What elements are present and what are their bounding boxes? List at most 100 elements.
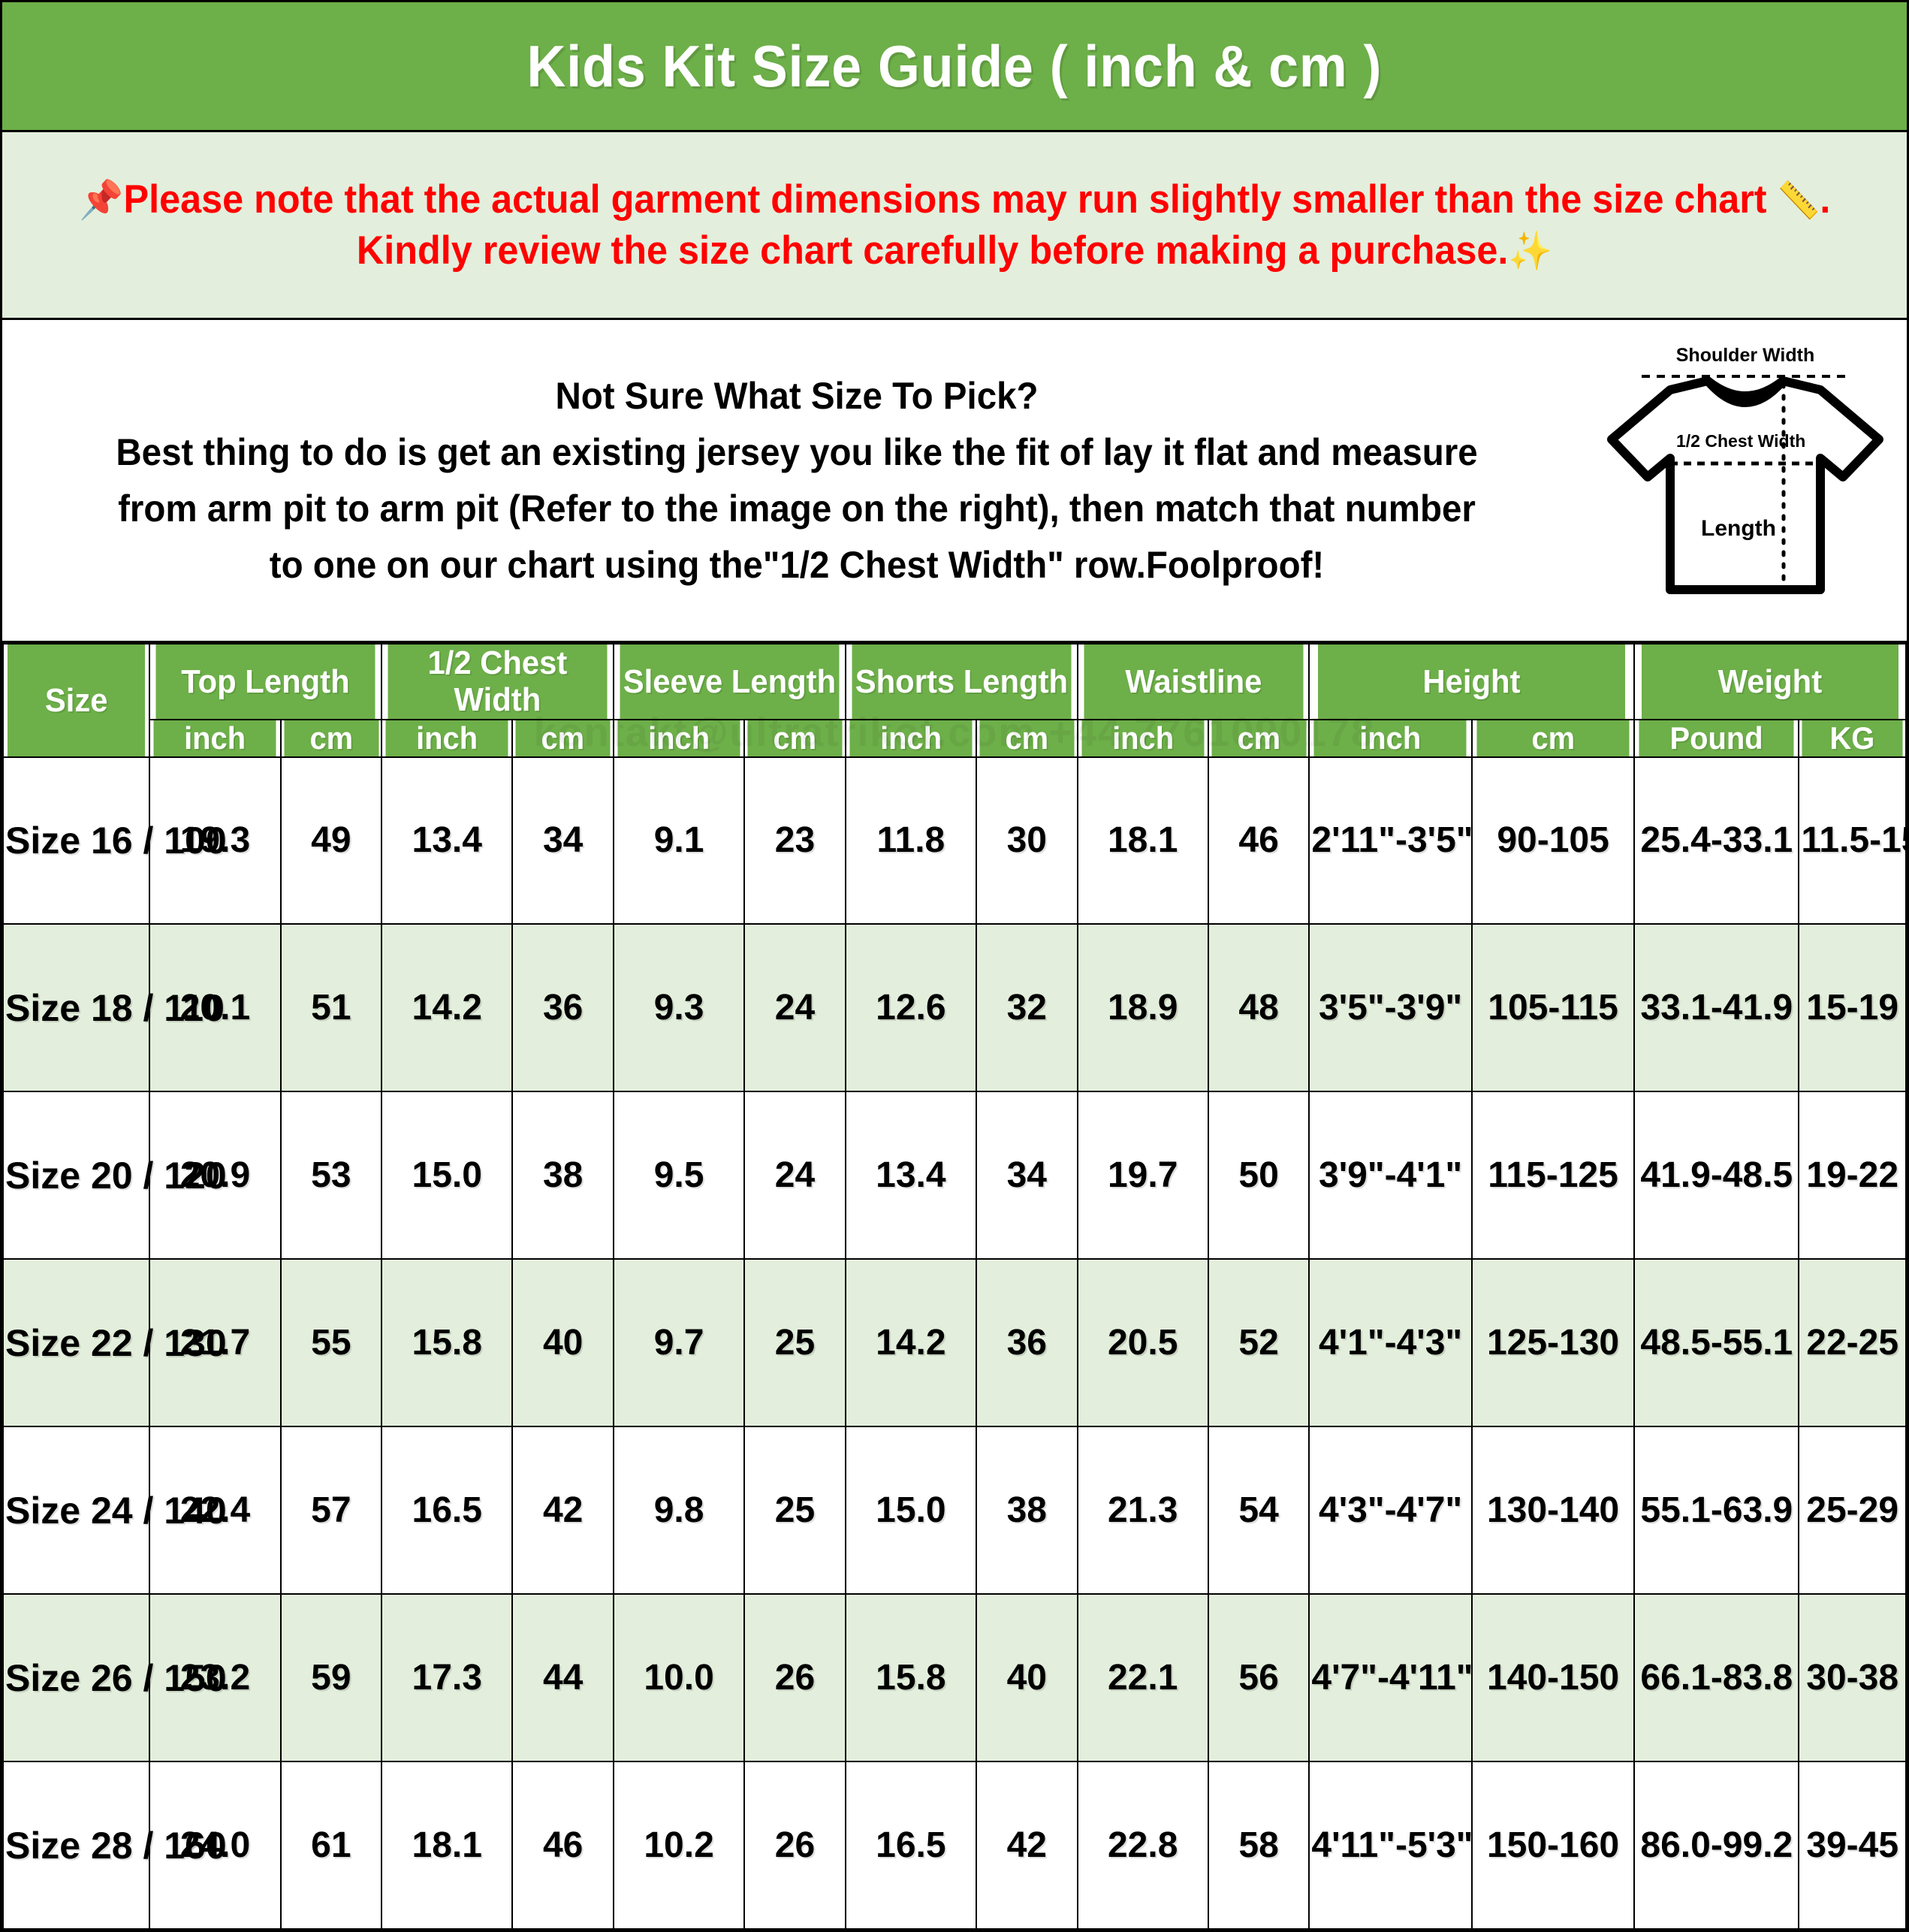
cell-top-length-inch: 20.1 bbox=[149, 923, 282, 1093]
cell-sleeve-inch: 10.2 bbox=[612, 1761, 746, 1930]
cell-shorts-cm: 30 bbox=[975, 756, 1078, 925]
cell-sleeve-cm: 25 bbox=[743, 1426, 846, 1595]
cell-size: Size 20 / 120 bbox=[2, 1091, 227, 1260]
cell-height-inch: 2'11"-3'5" bbox=[1308, 756, 1473, 925]
cell-chest-inch: 14.2 bbox=[381, 923, 514, 1093]
table-row: Size 22 / 130 21.7 55 15.8 40 9.7 25 14.2 36 20.5… bbox=[2, 1258, 1907, 1428]
header-top-length: Top Length bbox=[155, 643, 377, 720]
cell-top-length-cm: 57 bbox=[279, 1426, 383, 1595]
cell-waist-cm: 56 bbox=[1207, 1593, 1310, 1763]
cell-sleeve-inch: 9.8 bbox=[612, 1426, 746, 1595]
cell-top-length-cm: 53 bbox=[279, 1091, 383, 1260]
intro-line-1: Best thing to do is get an existing jers… bbox=[116, 430, 1478, 473]
header-group-row: Size Top Length 1/2 Chest Width Sleeve L… bbox=[3, 643, 1906, 758]
sparkles-icon: ✨ bbox=[1508, 229, 1553, 272]
note-line-2-text: Kindly review the size chart carefully b… bbox=[356, 228, 1509, 273]
unit-chest-inch: inch bbox=[384, 718, 510, 758]
cell-shorts-cm: 40 bbox=[975, 1593, 1078, 1763]
cell-shorts-inch: 12.6 bbox=[844, 923, 977, 1093]
unit-top-length-inch: inch bbox=[152, 718, 279, 758]
cell-waist-inch: 21.3 bbox=[1076, 1426, 1209, 1595]
unit-waist-inch: inch bbox=[1079, 718, 1206, 758]
svg-text:1/2 Chest Width: 1/2 Chest Width bbox=[1676, 431, 1805, 451]
cell-shorts-cm: 34 bbox=[975, 1091, 1078, 1260]
cell-chest-cm: 36 bbox=[511, 923, 614, 1093]
cell-weight-kg: 25-29 bbox=[1798, 1426, 1907, 1595]
cell-size: Size 26 / 150 bbox=[2, 1593, 227, 1763]
cell-sleeve-inch: 10.0 bbox=[612, 1593, 746, 1763]
cell-waist-inch: 20.5 bbox=[1076, 1258, 1209, 1428]
cell-waist-inch: 18.1 bbox=[1076, 756, 1209, 925]
cell-weight-pound: 25.4-33.1 bbox=[1633, 756, 1800, 925]
cell-size: Size 24 / 140 bbox=[2, 1426, 227, 1595]
intro-text-block: Not Sure What Size To Pick? Best thing t… bbox=[2, 368, 1584, 593]
table-row: Size 24 / 140 22.4 57 16.5 42 9.8 25 15.0 38 21.3… bbox=[2, 1426, 1907, 1595]
cell-sleeve-inch: 9.3 bbox=[612, 923, 746, 1093]
cell-waist-cm: 46 bbox=[1207, 756, 1310, 925]
cell-top-length-inch: 22.4 bbox=[149, 1426, 282, 1595]
header-shorts-length: Shorts Length bbox=[850, 643, 1072, 720]
cell-top-length-cm: 51 bbox=[279, 923, 383, 1093]
cell-sleeve-cm: 25 bbox=[743, 1258, 846, 1428]
cell-weight-pound: 86.0-99.2 bbox=[1633, 1761, 1800, 1930]
cell-shorts-inch: 15.0 bbox=[844, 1426, 977, 1595]
cell-weight-pound: 48.5-55.1 bbox=[1633, 1258, 1800, 1428]
cell-waist-cm: 48 bbox=[1207, 923, 1310, 1093]
cell-height-cm: 130-140 bbox=[1470, 1426, 1636, 1595]
cell-size: Size 22 / 130 bbox=[2, 1258, 227, 1428]
cell-top-length-cm: 59 bbox=[279, 1593, 383, 1763]
cell-top-length-inch: 21.7 bbox=[149, 1258, 282, 1428]
table-row: Size 28 / 160 24.0 61 18.1 46 10.2 26 16.5 42 22.… bbox=[2, 1761, 1907, 1930]
cell-weight-kg: 30-38 bbox=[1798, 1593, 1907, 1763]
cell-top-length-cm: 49 bbox=[279, 756, 383, 925]
unit-sleeve-cm: cm bbox=[746, 718, 844, 758]
cell-height-inch: 3'9"-4'1" bbox=[1308, 1091, 1473, 1260]
cell-sleeve-inch: 9.5 bbox=[612, 1091, 746, 1260]
header-half-chest-width: 1/2 Chest Width bbox=[386, 643, 609, 720]
unit-shorts-cm: cm bbox=[978, 718, 1076, 758]
unit-sleeve-inch: inch bbox=[616, 718, 742, 758]
cell-chest-cm: 42 bbox=[511, 1426, 614, 1595]
note-line-1: 📌Please note that the actual garment dim… bbox=[79, 174, 1830, 225]
size-table: Size Top Length 1/2 Chest Width Sleeve L… bbox=[2, 643, 1907, 1930]
unit-top-length-cm: cm bbox=[282, 718, 380, 758]
ruler-icon: 📏 bbox=[1777, 180, 1820, 221]
size-table-body: Size 16 / 100 19.3 49 13.4 34 9.1 23 11.8 30 18.1… bbox=[2, 756, 1907, 1930]
cell-chest-inch: 15.0 bbox=[381, 1091, 514, 1260]
header-weight: Weight bbox=[1640, 643, 1900, 720]
cell-top-length-cm: 61 bbox=[279, 1761, 383, 1930]
cell-sleeve-inch: 9.7 bbox=[612, 1258, 746, 1428]
title-band: Kids Kit Size Guide ( inch & cm ) bbox=[2, 2, 1907, 132]
cell-shorts-cm: 36 bbox=[975, 1258, 1078, 1428]
cell-shorts-inch: 13.4 bbox=[844, 1091, 977, 1260]
tshirt-measurement-diagram: Shoulder Width 1/2 Chest Width Length bbox=[1584, 320, 1907, 641]
cell-shorts-inch: 11.8 bbox=[844, 756, 977, 925]
table-row: Size 20 / 120 20.9 53 15.0 38 9.5 24 13.4 34 19.7… bbox=[2, 1091, 1907, 1260]
cell-waist-inch: 22.1 bbox=[1076, 1593, 1209, 1763]
header-height: Height bbox=[1316, 643, 1627, 720]
table-row: Size 18 / 110 20.1 51 14.2 36 9.3 24 12.6 32 18.9… bbox=[2, 923, 1907, 1093]
cell-waist-cm: 54 bbox=[1207, 1426, 1310, 1595]
cell-height-inch: 4'7"-4'11" bbox=[1308, 1593, 1473, 1763]
note-line-2: Kindly review the size chart carefully b… bbox=[357, 225, 1553, 276]
cell-weight-kg: 39-45 bbox=[1798, 1761, 1907, 1930]
svg-text:Length: Length bbox=[1701, 516, 1776, 541]
table-row: Size 26 / 150 23.2 59 17.3 44 10.0 26 15.8 40 22.… bbox=[2, 1593, 1907, 1763]
cell-height-inch: 4'11"-5'3" bbox=[1308, 1761, 1473, 1930]
unit-weight-kg: KG bbox=[1800, 718, 1904, 758]
cell-height-cm: 150-160 bbox=[1470, 1761, 1636, 1930]
unit-height-cm: cm bbox=[1475, 718, 1631, 758]
intro-heading: Not Sure What Size To Pick? bbox=[555, 374, 1039, 417]
intro-line-2: from arm pit to arm pit (Refer to the im… bbox=[118, 487, 1476, 530]
cell-height-inch: 4'1"-4'3" bbox=[1308, 1258, 1473, 1428]
cell-height-inch: 4'3"-4'7" bbox=[1308, 1426, 1473, 1595]
size-table-head: Size Top Length 1/2 Chest Width Sleeve L… bbox=[3, 643, 1906, 758]
cell-sleeve-cm: 23 bbox=[743, 756, 846, 925]
cell-top-length-cm: 55 bbox=[279, 1258, 383, 1428]
cell-top-length-inch: 20.9 bbox=[149, 1091, 282, 1260]
cell-sleeve-cm: 24 bbox=[743, 1091, 846, 1260]
svg-text:Shoulder Width: Shoulder Width bbox=[1676, 345, 1814, 366]
size-table-wrap: kontakt@ultratrikot.com +44 7761090178 S… bbox=[2, 643, 1907, 1930]
header-size: Size bbox=[5, 643, 147, 758]
